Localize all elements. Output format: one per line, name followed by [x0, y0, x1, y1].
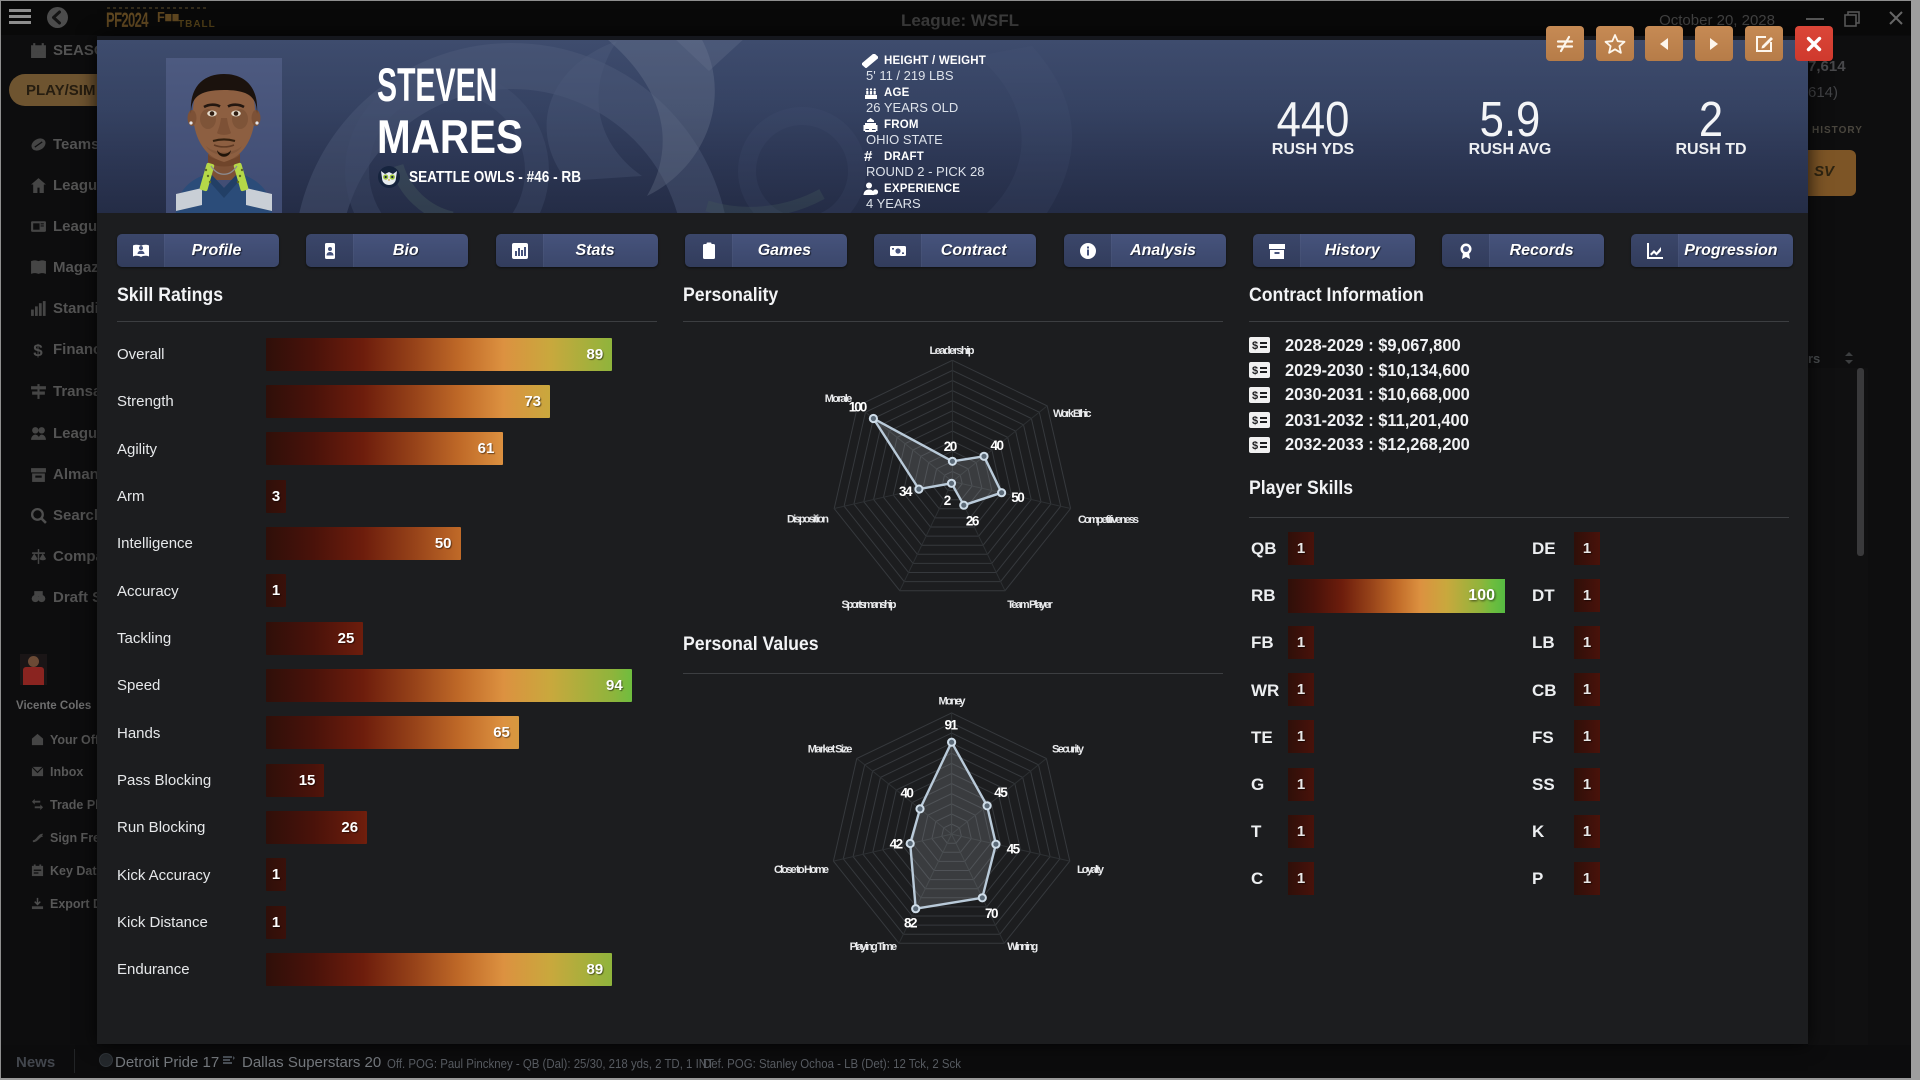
- svg-text:45: 45: [994, 785, 1008, 800]
- svg-text:34: 34: [899, 484, 913, 499]
- svg-text:$: $: [1252, 440, 1258, 452]
- svg-text:40: 40: [991, 438, 1005, 453]
- svg-text:$: $: [1252, 390, 1258, 402]
- svg-text:Work Ethic: Work Ethic: [1053, 408, 1092, 420]
- svg-text:Team Player: Team Player: [1007, 599, 1053, 611]
- svg-text:82: 82: [904, 916, 918, 931]
- svg-text:Market Size: Market Size: [808, 744, 853, 756]
- svg-text:42: 42: [890, 837, 904, 852]
- svg-text:Playing Time: Playing Time: [850, 941, 898, 953]
- svg-text:2: 2: [944, 493, 952, 508]
- svg-text:$: $: [33, 341, 43, 358]
- svg-text:Winning: Winning: [1007, 941, 1038, 953]
- svg-text:70: 70: [985, 906, 999, 921]
- svg-text:$: $: [1252, 415, 1258, 427]
- svg-text:$: $: [1252, 340, 1258, 352]
- svg-text:Close to Home: Close to Home: [774, 864, 829, 876]
- svg-text:Money: Money: [939, 696, 967, 708]
- svg-text:Morale: Morale: [825, 393, 853, 405]
- svg-text:Loyalty: Loyalty: [1077, 864, 1105, 876]
- svg-text:Disposition: Disposition: [787, 514, 829, 526]
- svg-text:50: 50: [1011, 490, 1025, 505]
- svg-text:45: 45: [1007, 842, 1021, 857]
- svg-text:Security: Security: [1052, 744, 1085, 756]
- svg-text:$: $: [1252, 365, 1258, 377]
- svg-text:Competitiveness: Competitiveness: [1078, 514, 1139, 526]
- svg-text:91: 91: [945, 718, 959, 733]
- svg-text:20: 20: [944, 439, 958, 454]
- svg-text:26: 26: [966, 513, 980, 528]
- svg-text:100: 100: [849, 400, 868, 415]
- svg-text:Sportsmanship: Sportsmanship: [842, 599, 897, 611]
- svg-text:Leadership: Leadership: [930, 345, 975, 357]
- svg-text:40: 40: [900, 786, 914, 801]
